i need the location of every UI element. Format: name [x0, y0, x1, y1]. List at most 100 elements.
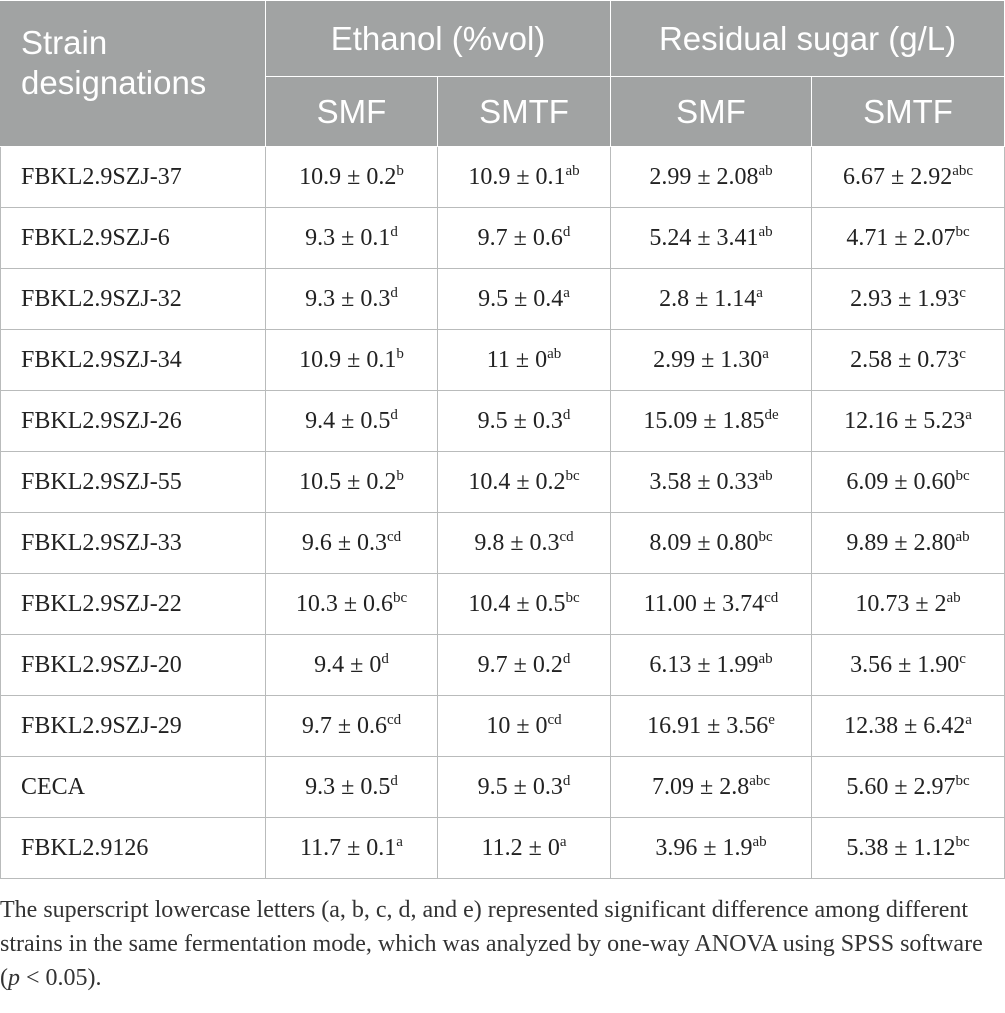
- table-body: FBKL2.9SZJ-37 10.9 ± 0.2b 10.9 ± 0.1ab 2.99…: [0, 146, 1005, 879]
- table-footnote: The superscript lowercase letters (a, b,…: [0, 893, 1000, 995]
- significance-letters: ab: [758, 467, 773, 484]
- mean-sd-value: 10.9 ± 0.1: [468, 163, 566, 190]
- value-cell: 9.4 ± 0.5d: [265, 390, 438, 452]
- value-cell: 11.7 ± 0.1a: [265, 817, 438, 879]
- table-row: FBKL2.9SZJ-34 10.9 ± 0.1b 11 ± 0ab 2.99 ± 1…: [0, 329, 1005, 391]
- value-cell: 12.16 ± 5.23a: [811, 390, 1005, 452]
- table-row: CECA 9.3 ± 0.5d 9.5 ± 0.3d 7.09 ± 2.8abc 5.6…: [0, 756, 1005, 818]
- table-row: FBKL2.9SZJ-33 9.6 ± 0.3cd 9.8 ± 0.3cd 8.09 …: [0, 512, 1005, 574]
- mean-sd-value: 3.58 ± 0.33: [649, 468, 759, 495]
- significance-letters: d: [390, 772, 398, 789]
- significance-letters: bc: [565, 467, 580, 484]
- strain-name-cell: FBKL2.9SZJ-29: [0, 695, 266, 757]
- mean-sd-value: 9.6 ± 0.3: [301, 529, 387, 556]
- mean-sd-value: 10.4 ± 0.2: [468, 468, 566, 495]
- significance-letters: a: [965, 711, 972, 728]
- table-header: Strain designations Ethanol (%vol) Residu…: [0, 0, 1005, 147]
- value-cell: 3.56 ± 1.90c: [811, 634, 1005, 696]
- table-row: FBKL2.9SZJ-20 9.4 ± 0d 9.7 ± 0.2d 6.13 ± 1.…: [0, 634, 1005, 696]
- mean-sd-value: 9.5 ± 0.4: [478, 285, 564, 312]
- strain-name-cell: FBKL2.9SZJ-34: [0, 329, 266, 391]
- mean-sd-value: 2.99 ± 2.08: [649, 163, 759, 190]
- value-cell: 9.7 ± 0.2d: [436, 634, 612, 696]
- mean-sd-value: 7.09 ± 2.8: [652, 773, 750, 800]
- mean-sd-value: 9.4 ± 0.5: [305, 407, 391, 434]
- value-cell: 2.99 ± 2.08ab: [610, 146, 813, 208]
- value-cell: 7.09 ± 2.8abc: [610, 756, 813, 818]
- mean-sd-value: 9.8 ± 0.3: [474, 529, 560, 556]
- significance-letters: bc: [955, 772, 970, 789]
- mean-sd-value: 16.91 ± 3.56: [647, 712, 769, 739]
- mean-sd-value: 3.96 ± 1.9: [655, 834, 753, 861]
- mean-sd-value: 2.99 ± 1.30: [653, 346, 763, 373]
- mean-sd-value: 10.73 ± 2: [855, 590, 947, 617]
- significance-letters: a: [559, 833, 567, 850]
- value-cell: 9.7 ± 0.6cd: [265, 695, 438, 757]
- significance-letters: bc: [955, 223, 970, 240]
- mean-sd-value: 6.09 ± 0.60: [846, 468, 956, 495]
- value-cell: 9.3 ± 0.5d: [265, 756, 438, 818]
- significance-letters: d: [562, 223, 571, 240]
- ethanol-smtf-header: SMTF: [436, 76, 612, 147]
- mean-sd-value: 6.67 ± 2.92: [843, 163, 953, 190]
- mean-sd-value: 8.09 ± 0.80: [649, 529, 759, 556]
- mean-sd-value: 9.4 ± 0: [314, 651, 382, 678]
- mean-sd-value: 9.89 ± 2.80: [846, 529, 956, 556]
- significance-letters: bc: [758, 528, 773, 545]
- mean-sd-value: 10.3 ± 0.6: [295, 590, 393, 617]
- significance-letters: a: [762, 345, 769, 362]
- ethanol-header: Ethanol (%vol): [264, 0, 612, 77]
- significance-letters: a: [965, 406, 972, 423]
- footnote-text: The superscript lowercase letters (a, b,…: [0, 897, 983, 991]
- sugar-smtf-header: SMTF: [811, 76, 1005, 147]
- significance-letters: bc: [955, 833, 970, 850]
- table-row: FBKL2.9SZJ-6 9.3 ± 0.1d 9.7 ± 0.6d 5.24 ± 3…: [0, 207, 1005, 269]
- value-cell: 12.38 ± 6.42a: [811, 695, 1005, 757]
- significance-letters: c: [959, 650, 966, 667]
- strain-name-cell: FBKL2.9SZJ-22: [0, 573, 266, 635]
- strain-name-cell: FBKL2.9SZJ-6: [0, 207, 266, 269]
- value-cell: 10.4 ± 0.2bc: [436, 451, 612, 513]
- significance-letters: d: [381, 650, 389, 667]
- significance-letters: bc: [955, 467, 970, 484]
- mean-sd-value: 9.3 ± 0.5: [305, 773, 391, 800]
- table-row: FBKL2.9SZJ-22 10.3 ± 0.6bc 10.4 ± 0.5bc 11.…: [0, 573, 1005, 635]
- mean-sd-value: 4.71 ± 2.07: [846, 224, 956, 251]
- mean-sd-value: 10.5 ± 0.2: [299, 468, 397, 495]
- mean-sd-value: 2.58 ± 0.73: [850, 346, 960, 373]
- mean-sd-value: 9.7 ± 0.2: [477, 651, 563, 678]
- mean-sd-value: 2.8 ± 1.14: [659, 285, 757, 312]
- value-cell: 5.38 ± 1.12bc: [811, 817, 1005, 879]
- significance-letters: ab: [955, 528, 970, 545]
- significance-letters: ab: [565, 162, 580, 179]
- mean-sd-value: 10.9 ± 0.2: [299, 163, 397, 190]
- strain-name-cell: FBKL2.9126: [0, 817, 266, 879]
- table-row: FBKL2.9SZJ-32 9.3 ± 0.3d 9.5 ± 0.4a 2.8 ± 1…: [0, 268, 1005, 330]
- mean-sd-value: 11.2 ± 0: [481, 834, 560, 861]
- value-cell: 16.91 ± 3.56e: [610, 695, 813, 757]
- significance-letters: d: [562, 772, 571, 789]
- value-cell: 9.3 ± 0.1d: [265, 207, 438, 269]
- table-row: FBKL2.9SZJ-37 10.9 ± 0.2b 10.9 ± 0.1ab 2.99…: [0, 146, 1005, 208]
- value-cell: 2.8 ± 1.14a: [610, 268, 813, 330]
- value-cell: 2.99 ± 1.30a: [610, 329, 813, 391]
- table-row: FBKL2.9126 11.7 ± 0.1a 11.2 ± 0a 3.96 ± 1.9…: [0, 817, 1005, 879]
- strain-header-line2: designations: [21, 64, 207, 101]
- mean-sd-value: 9.3 ± 0.3: [305, 285, 391, 312]
- significance-letters: abc: [952, 162, 974, 179]
- significance-letters: ab: [752, 833, 767, 850]
- value-cell: 9.6 ± 0.3cd: [265, 512, 438, 574]
- mean-sd-value: 11 ± 0: [486, 346, 548, 373]
- strain-name-cell: FBKL2.9SZJ-37: [0, 146, 266, 208]
- significance-letters: a: [396, 833, 403, 850]
- value-cell: 10 ± 0cd: [436, 695, 612, 757]
- significance-letters: ab: [946, 589, 961, 606]
- value-cell: 9.8 ± 0.3cd: [436, 512, 612, 574]
- mean-sd-value: 3.56 ± 1.90: [850, 651, 960, 678]
- mean-sd-value: 9.5 ± 0.3: [477, 773, 563, 800]
- significance-letters: cd: [387, 528, 402, 545]
- significance-letters: ab: [547, 345, 562, 362]
- significance-letters: b: [396, 467, 404, 484]
- value-cell: 15.09 ± 1.85de: [610, 390, 813, 452]
- significance-letters: ab: [758, 650, 773, 667]
